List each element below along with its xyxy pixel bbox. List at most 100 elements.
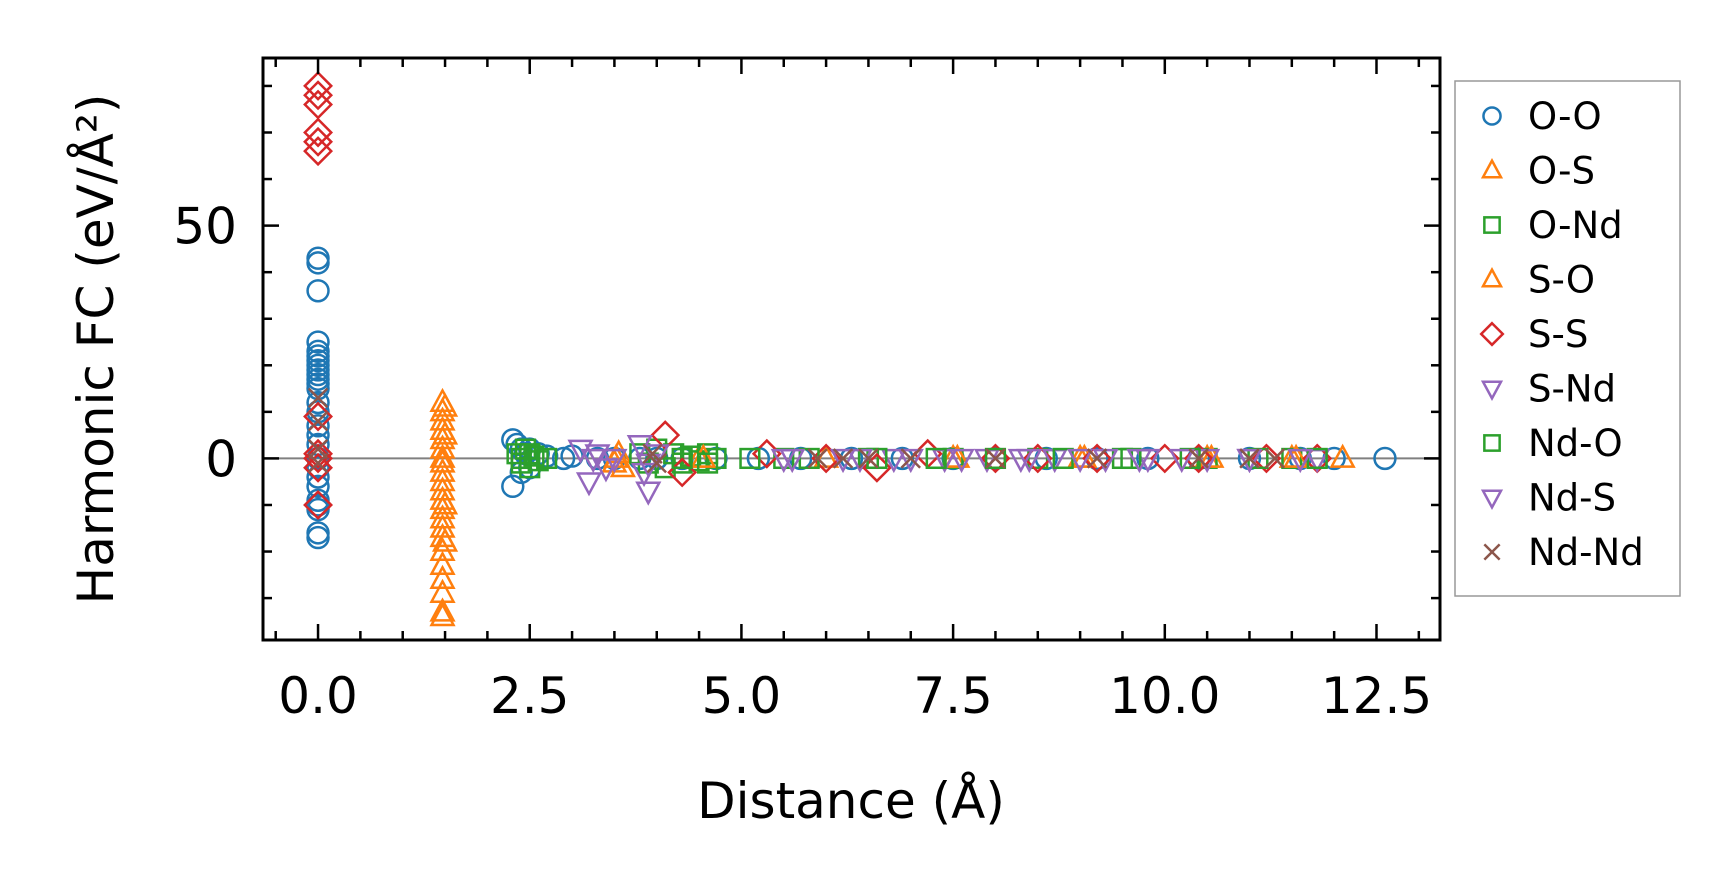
data-point <box>646 452 667 474</box>
series-Nd-Nd <box>307 387 1286 474</box>
y-axis-label: Harmonic FC (eV/Å²) <box>67 94 125 605</box>
legend-label: O-O <box>1528 95 1602 138</box>
data-point <box>1168 448 1195 474</box>
data-point <box>429 564 456 589</box>
legend: O-O O-S O-Nd S-O S-S S-Nd Nd-O Nd-S Nd-Nd <box>1454 80 1681 597</box>
data-point <box>880 448 907 474</box>
data-point <box>303 490 334 520</box>
data-point <box>303 80 334 111</box>
data-point <box>519 443 541 465</box>
data-point <box>1086 448 1108 469</box>
legend-marker <box>1479 321 1505 347</box>
data-point <box>431 490 459 515</box>
axis-ticks <box>263 58 1440 640</box>
legend-frame <box>1454 80 1681 597</box>
y-tick-label: 0 <box>205 430 237 488</box>
legend-label: Nd-S <box>1528 477 1616 520</box>
data-point <box>807 448 828 469</box>
data-point <box>303 117 334 148</box>
data-point <box>429 443 456 468</box>
data-points <box>303 70 1397 627</box>
legend-marker <box>1483 216 1501 234</box>
legend-entry: O-O <box>1482 95 1602 138</box>
legend-marker <box>1480 380 1504 402</box>
data-point <box>303 70 334 101</box>
data-point <box>1198 443 1225 468</box>
data-point <box>306 246 330 270</box>
legend-entry: S-Nd <box>1480 368 1616 411</box>
data-point <box>1264 448 1286 469</box>
x-tick-label: 5.0 <box>702 667 782 725</box>
legend-entry: Nd-S <box>1480 477 1616 520</box>
data-point <box>306 414 330 438</box>
data-point <box>1373 446 1397 471</box>
data-point <box>1016 448 1043 474</box>
legend-entry: S-S <box>1479 313 1588 356</box>
data-point <box>1287 448 1314 474</box>
data-point <box>307 410 329 432</box>
data-point <box>303 438 334 469</box>
legend-marker <box>1483 434 1501 452</box>
data-point <box>306 525 330 550</box>
legend-label: Nd-O <box>1528 422 1623 465</box>
legend-marker <box>1482 106 1502 126</box>
data-point <box>303 126 334 157</box>
y-tick-label: 50 <box>173 198 237 256</box>
data-point <box>1071 443 1098 468</box>
x-tick-label: 2.5 <box>490 667 570 725</box>
data-point <box>429 597 456 622</box>
data-point <box>984 447 1007 470</box>
data-point <box>858 448 879 469</box>
data-point <box>1236 448 1263 474</box>
legend-label: S-S <box>1528 313 1588 356</box>
data-point <box>306 474 330 499</box>
legend-entry: S-O <box>1480 259 1595 302</box>
data-point <box>1126 448 1153 474</box>
data-point <box>429 434 456 459</box>
series-S-O <box>431 392 1310 552</box>
data-point <box>897 448 924 474</box>
x-axis-label: Distance (Å) <box>697 772 1005 830</box>
legend-entry: O-S <box>1480 150 1595 193</box>
data-point <box>890 446 915 471</box>
data-point <box>900 448 922 469</box>
data-point <box>580 448 607 474</box>
data-point <box>1188 448 1209 469</box>
plot-frame <box>261 56 1442 642</box>
data-point <box>832 448 854 469</box>
legend-label: O-Nd <box>1528 204 1623 247</box>
data-point <box>431 527 459 552</box>
data-point <box>592 458 620 483</box>
data-point <box>985 448 1006 469</box>
data-point <box>671 447 693 470</box>
data-point <box>429 601 456 627</box>
legend-entry: Nd-O <box>1483 422 1623 465</box>
data-point <box>1067 448 1094 474</box>
legend-label: S-O <box>1528 259 1595 302</box>
data-point <box>948 448 975 474</box>
legend-label: O-S <box>1528 150 1595 193</box>
data-point <box>635 481 662 506</box>
legend-marker <box>1480 489 1504 511</box>
data-point <box>829 448 857 474</box>
x-tick-labels: 0.0 2.5 5.0 7.5 10.0 12.5 <box>278 667 1432 725</box>
data-point <box>551 446 576 471</box>
legend-label: Nd-Nd <box>1528 531 1644 574</box>
legend-marker <box>1480 266 1504 288</box>
x-tick-label: 0.0 <box>278 667 358 725</box>
legend-entry: O-Nd <box>1483 204 1623 247</box>
data-point <box>306 497 330 522</box>
data-point <box>925 447 947 470</box>
data-point <box>575 472 603 497</box>
data-point <box>303 89 334 120</box>
data-point <box>501 474 525 499</box>
data-point <box>306 251 330 275</box>
legend-label: S-Nd <box>1528 368 1616 411</box>
data-point <box>306 279 330 303</box>
data-point <box>1239 448 1260 469</box>
data-point <box>739 447 761 470</box>
data-point <box>429 550 456 576</box>
x-tick-label: 12.5 <box>1321 667 1432 725</box>
x-tick-label: 10.0 <box>1109 667 1220 725</box>
